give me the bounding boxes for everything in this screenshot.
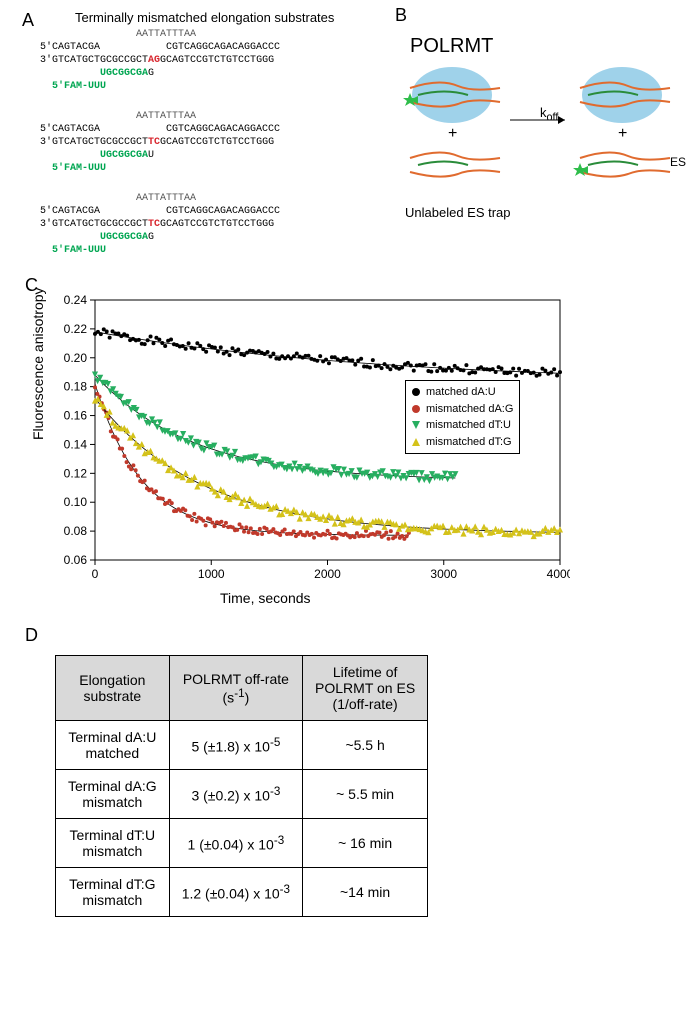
unlabeled-trap-label: Unlabeled ES trap bbox=[405, 205, 511, 220]
panel-d-label: D bbox=[25, 625, 38, 646]
svg-text:0.14: 0.14 bbox=[64, 437, 88, 451]
svg-text:+: + bbox=[448, 125, 457, 142]
svg-text:2000: 2000 bbox=[314, 567, 341, 581]
svg-text:0.18: 0.18 bbox=[64, 380, 88, 394]
svg-text:4000: 4000 bbox=[547, 567, 570, 581]
panel-a-label: A bbox=[22, 10, 34, 31]
panel-a-title: Terminally mismatched elongation substra… bbox=[75, 10, 334, 25]
panel-b-label: B bbox=[395, 5, 407, 26]
svg-text:0.06: 0.06 bbox=[64, 553, 88, 567]
chart-xlabel: Time, seconds bbox=[220, 590, 311, 606]
polrmt-diagram: + + bbox=[400, 60, 680, 210]
svg-text:3000: 3000 bbox=[430, 567, 457, 581]
svg-text:0.20: 0.20 bbox=[64, 351, 88, 365]
svg-text:0: 0 bbox=[92, 567, 99, 581]
es-label: ES bbox=[670, 155, 686, 169]
svg-text:+: + bbox=[618, 125, 627, 142]
svg-text:0.08: 0.08 bbox=[64, 524, 88, 538]
svg-text:0.24: 0.24 bbox=[64, 293, 88, 307]
svg-text:0.16: 0.16 bbox=[64, 409, 88, 423]
svg-text:0.22: 0.22 bbox=[64, 322, 88, 336]
svg-text:1000: 1000 bbox=[198, 567, 225, 581]
svg-text:0.10: 0.10 bbox=[64, 495, 88, 509]
svg-text:0.12: 0.12 bbox=[64, 466, 88, 480]
polrmt-title: POLRMT bbox=[410, 35, 493, 58]
kinetics-table: ElongationsubstratePOLRMT off-rate(s-1)L… bbox=[55, 655, 428, 917]
chart-legend: matched dA:Umismatched dA:Gmismatched dT… bbox=[405, 380, 520, 454]
koff-label: koff bbox=[540, 105, 558, 124]
